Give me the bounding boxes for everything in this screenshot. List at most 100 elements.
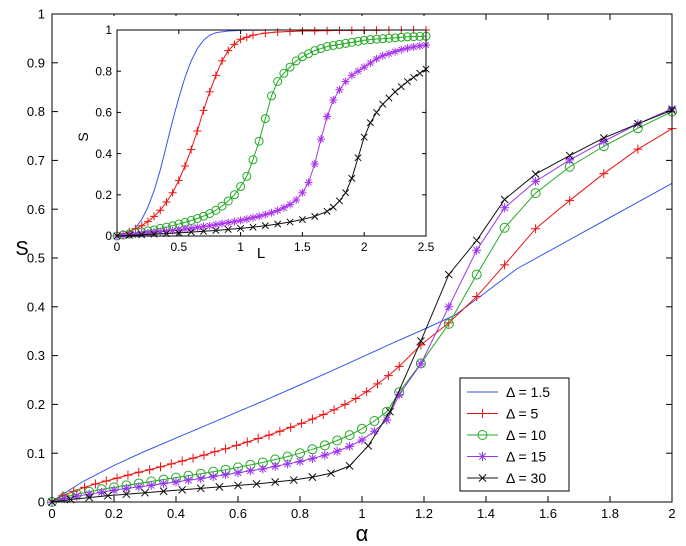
- inset-data-point: [384, 33, 394, 43]
- main-data-point: [258, 464, 268, 474]
- inset-data-point: [379, 100, 387, 108]
- main-ytick-label: 0.2: [27, 397, 45, 412]
- inset-data-point: [279, 68, 289, 78]
- inset-data-point: [391, 88, 399, 96]
- main-data-point: [364, 441, 373, 450]
- main-data-point: [221, 444, 231, 454]
- inset-data-point: [323, 207, 331, 215]
- main-xtick-label: 1.6: [539, 506, 557, 521]
- inset-data-point: [384, 49, 393, 58]
- main-data-point: [178, 485, 187, 494]
- inset-data-point: [229, 190, 239, 200]
- inset-data-point: [274, 220, 282, 228]
- main-data-point: [253, 434, 263, 444]
- inset-data-point: [341, 77, 350, 86]
- main-xtick-label: 0.6: [229, 506, 247, 521]
- main-data-point: [171, 477, 181, 487]
- inset-data-point: [224, 46, 233, 55]
- main-xtick-label: 1.8: [601, 506, 619, 521]
- inset-data-point: [316, 135, 325, 144]
- main-xtick-label: 2: [668, 506, 675, 521]
- main-data-point: [394, 361, 404, 371]
- inset-data-point: [390, 33, 400, 43]
- main-data-point: [156, 462, 165, 472]
- inset-data-point: [378, 51, 387, 60]
- inset-data-point: [230, 40, 239, 49]
- main-ytick-label: 0.4: [27, 299, 45, 314]
- inset-data-point: [391, 47, 400, 56]
- inset-data-point: [242, 33, 251, 42]
- main-data-point: [101, 476, 111, 486]
- legend-entry: Δ = 1.5: [467, 384, 550, 400]
- inset-data-point: [373, 108, 381, 116]
- inset-data-point: [193, 126, 202, 135]
- inset-ticks-group: 0 0.5 1 1.5 2 2.5 0 0.2 0.4 0.6 0.8 1: [95, 23, 434, 254]
- main-xtick-label: 1.2: [415, 506, 433, 521]
- inset-data-point: [409, 32, 419, 42]
- inset-data-point: [223, 196, 233, 206]
- inset-data-point: [316, 44, 326, 54]
- inset-data-point: [335, 197, 344, 205]
- inset-data-point: [292, 195, 301, 204]
- inset-xtick-label: 1: [237, 240, 244, 254]
- main-data-point: [85, 493, 94, 502]
- main-data-point: [264, 430, 274, 440]
- main-data-point: [208, 472, 218, 482]
- main-data-point: [599, 169, 609, 179]
- inset-data-point: [192, 213, 202, 223]
- inset-data-point: [211, 220, 220, 229]
- main-data-point: [121, 483, 131, 493]
- inset-data-point: [360, 133, 368, 141]
- inset-ytick-label: 0: [105, 229, 112, 243]
- inset-data-point: [150, 228, 159, 237]
- inset-data-point: [187, 145, 196, 154]
- main-data-point: [141, 488, 149, 497]
- inset-data-point: [341, 38, 351, 48]
- main-data-point: [59, 494, 69, 504]
- legend-entry: Δ = 5: [467, 406, 539, 422]
- main-series-line: [51, 109, 673, 503]
- main-data-point: [134, 467, 144, 477]
- inset-xtick-label: 1.5: [294, 240, 311, 254]
- inset-data-point: [310, 26, 319, 35]
- main-data-point: [286, 422, 296, 432]
- main-data-point: [159, 478, 169, 488]
- main-data-point: [252, 479, 261, 488]
- inset-data-point: [291, 56, 301, 66]
- main-data-point: [234, 481, 242, 490]
- inset-data-point: [354, 67, 363, 76]
- inset-data-point: [187, 224, 196, 233]
- main-data-point: [362, 387, 372, 397]
- inset-data-point: [273, 28, 282, 37]
- inset-data-point: [174, 176, 183, 185]
- main-data-point: [283, 459, 293, 469]
- main-data-point: [499, 222, 510, 233]
- main-data-point: [332, 446, 342, 456]
- legend-swatch-marker: [478, 409, 487, 418]
- main-data-point: [196, 474, 206, 484]
- inset-data-point: [286, 218, 294, 226]
- inset-data-point: [174, 225, 183, 234]
- legend: Δ = 1.5 Δ = 5 Δ = 10 Δ = 15 Δ = 30: [459, 377, 570, 492]
- main-data-point: [500, 203, 510, 213]
- legend-label: Δ = 15: [506, 449, 546, 465]
- main-data-point: [90, 479, 100, 489]
- main-y-axis-label: S: [15, 238, 28, 260]
- inset-data-point: [211, 205, 221, 215]
- main-data-point: [103, 491, 112, 500]
- inset-data-point: [322, 41, 332, 51]
- main-data-point: [369, 415, 380, 426]
- main-xtick-label: 0.4: [167, 506, 185, 521]
- inset-data-point: [415, 41, 424, 50]
- main-data-point: [472, 236, 481, 245]
- inset-ytick-label: 0.8: [95, 64, 112, 78]
- inset-data-point: [199, 211, 209, 221]
- inset-x-axis-label: L: [257, 245, 265, 262]
- inset-data-point: [397, 83, 405, 91]
- inset-data-point: [310, 159, 319, 168]
- legend-entry: Δ = 30: [467, 470, 546, 486]
- main-data-point: [215, 482, 224, 491]
- inset-data-point: [248, 155, 258, 165]
- inset-series-2: [112, 31, 431, 241]
